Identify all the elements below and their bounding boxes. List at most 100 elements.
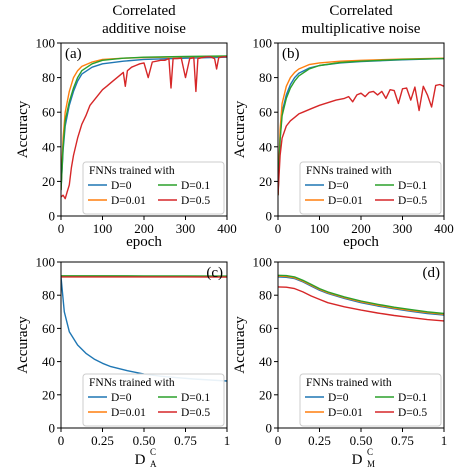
- legend-entry-d-0-1: D=0.1: [181, 180, 210, 192]
- legend: FNNs trained with D=0 D=0.1 D=0.01 D=0.5: [299, 161, 442, 215]
- series-line-d-0-1: [278, 274, 444, 315]
- legend-entry-d-0-1: D=0.1: [398, 180, 427, 192]
- y-tick-label: 20: [42, 174, 55, 189]
- x-tick-label: 0.25: [91, 433, 114, 448]
- series-group: [278, 57, 444, 196]
- x-tick-label: 0: [58, 221, 65, 236]
- legend-entry-d-0-01: D=0.01: [111, 195, 146, 207]
- x-tick-label: 1: [224, 433, 231, 448]
- y-tick-label: 100: [253, 255, 273, 270]
- x-axis-label-superscript: C: [150, 447, 156, 457]
- legend-box: [82, 373, 225, 427]
- x-tick-label: 0.50: [133, 433, 156, 448]
- legend: FNNs trained with D=0 D=0.1 D=0.01 D=0.5: [82, 373, 225, 427]
- x-axis-label-subscript: A: [150, 459, 157, 469]
- y-tick-label: 80: [42, 70, 55, 85]
- x-axis-label: D: [135, 452, 146, 468]
- legend-entry-d-0-5: D=0.5: [181, 195, 210, 207]
- series-line-d-0: [278, 276, 444, 316]
- legend-entry-d-0-5: D=0.5: [398, 195, 427, 207]
- y-tick-label: 20: [42, 387, 55, 402]
- y-tick-label: 40: [42, 139, 55, 154]
- series-line-d-0-1: [278, 57, 444, 196]
- y-tick-label: 60: [259, 105, 272, 120]
- y-axis-label: Accuracy: [232, 316, 248, 374]
- y-axis-label: Accuracy: [232, 100, 248, 158]
- y-tick-label: 20: [259, 174, 272, 189]
- panel-a: 0 100 200 300 400 0 20 40 60 80 100 Accuracy epoch (a…: [15, 36, 237, 251]
- panel-label: (b): [282, 46, 300, 62]
- panels: 0 100 200 300 400020406080100Accuracyepoch(a…: [15, 36, 454, 470]
- legend-entry-d-0-01: D=0.01: [111, 407, 146, 419]
- legend-entry-d-0-5: D=0.5: [398, 407, 427, 419]
- x-tick-label: 300: [393, 221, 413, 236]
- y-tick-label: 20: [259, 387, 272, 402]
- series-group: [61, 275, 227, 382]
- title-left-line2: additive noise: [102, 21, 186, 37]
- y-tick-label: 0: [49, 209, 56, 224]
- panel-d: 0 0.25 0.50 0.75 1 0 20 40 60 80 100 Accuracy D CM (d)…: [232, 255, 447, 470]
- y-tick-label: 60: [42, 321, 55, 336]
- series-line-d-0-01: [278, 57, 444, 196]
- legend: FNNs trained with D=0 D=0.1 D=0.01 D=0.5: [299, 373, 442, 427]
- x-axis-label-superscript: C: [367, 447, 373, 457]
- y-tick-label: 80: [259, 70, 272, 85]
- x-tick-label: 1: [441, 433, 448, 448]
- panel-label: (d): [423, 265, 441, 281]
- y-axis-label: Accuracy: [15, 100, 31, 158]
- series-group: [61, 55, 227, 200]
- y-tick-label: 80: [259, 288, 272, 303]
- legend-title: FNNs trained with: [306, 377, 392, 389]
- series-line-d-0-5: [278, 286, 444, 322]
- series-line-d-0-5: [61, 56, 227, 200]
- legend-entry-d-0-1: D=0.1: [398, 392, 427, 404]
- y-tick-label: 0: [266, 421, 273, 436]
- legend-title: FNNs trained with: [306, 165, 392, 177]
- legend-entry-d-0-01: D=0.01: [328, 407, 363, 419]
- y-tick-label: 0: [49, 421, 56, 436]
- x-tick-label: 400: [217, 221, 237, 236]
- series-line-d-0-1: [61, 55, 227, 191]
- x-tick-label: 0: [58, 433, 65, 448]
- legend-box: [299, 373, 442, 427]
- x-tick-label: 0.75: [174, 433, 197, 448]
- series-line-d-0-01: [278, 275, 444, 315]
- legend-title: FNNs trained with: [89, 165, 175, 177]
- panel-label: (a): [65, 46, 82, 62]
- x-tick-label: 0.75: [391, 433, 414, 448]
- x-tick-label: 300: [176, 221, 196, 236]
- legend-entry-d-0: D=0: [328, 392, 349, 404]
- y-tick-label: 100: [253, 36, 273, 51]
- legend-entry-d-0: D=0: [111, 180, 132, 192]
- x-tick-label: 100: [310, 221, 330, 236]
- legend: FNNs trained with D=0 D=0.1 D=0.01 D=0.5: [82, 161, 225, 215]
- y-tick-label: 40: [259, 139, 272, 154]
- y-tick-label: 40: [42, 354, 55, 369]
- x-tick-label: 400: [434, 221, 454, 236]
- x-axis-label: epoch: [126, 234, 162, 250]
- legend-entry-d-0-01: D=0.01: [328, 195, 363, 207]
- legend-entry-d-0: D=0: [328, 180, 349, 192]
- y-tick-label: 100: [36, 255, 56, 270]
- legend-box: [82, 161, 225, 215]
- legend-title: FNNs trained with: [89, 377, 175, 389]
- series-line-d-0-5: [278, 83, 444, 196]
- y-tick-label: 40: [259, 354, 272, 369]
- title-left-line1: Correlated: [112, 3, 176, 19]
- legend-entry-d-0-1: D=0.1: [181, 392, 210, 404]
- y-tick-label: 100: [36, 36, 56, 51]
- x-axis-label: D: [352, 452, 363, 468]
- x-tick-label: 200: [351, 221, 371, 236]
- y-tick-label: 80: [42, 288, 55, 303]
- legend-entry-d-0-5: D=0.5: [181, 407, 210, 419]
- x-tick-label: 0.25: [308, 433, 331, 448]
- panel-label: (c): [206, 265, 223, 281]
- series-group: [278, 274, 444, 322]
- y-axis-label: Accuracy: [15, 316, 31, 374]
- x-axis-label: epoch: [343, 234, 379, 250]
- y-tick-label: 60: [259, 321, 272, 336]
- x-axis-label-subscript: M: [367, 459, 375, 469]
- legend-box: [299, 161, 442, 215]
- y-tick-label: 0: [266, 209, 273, 224]
